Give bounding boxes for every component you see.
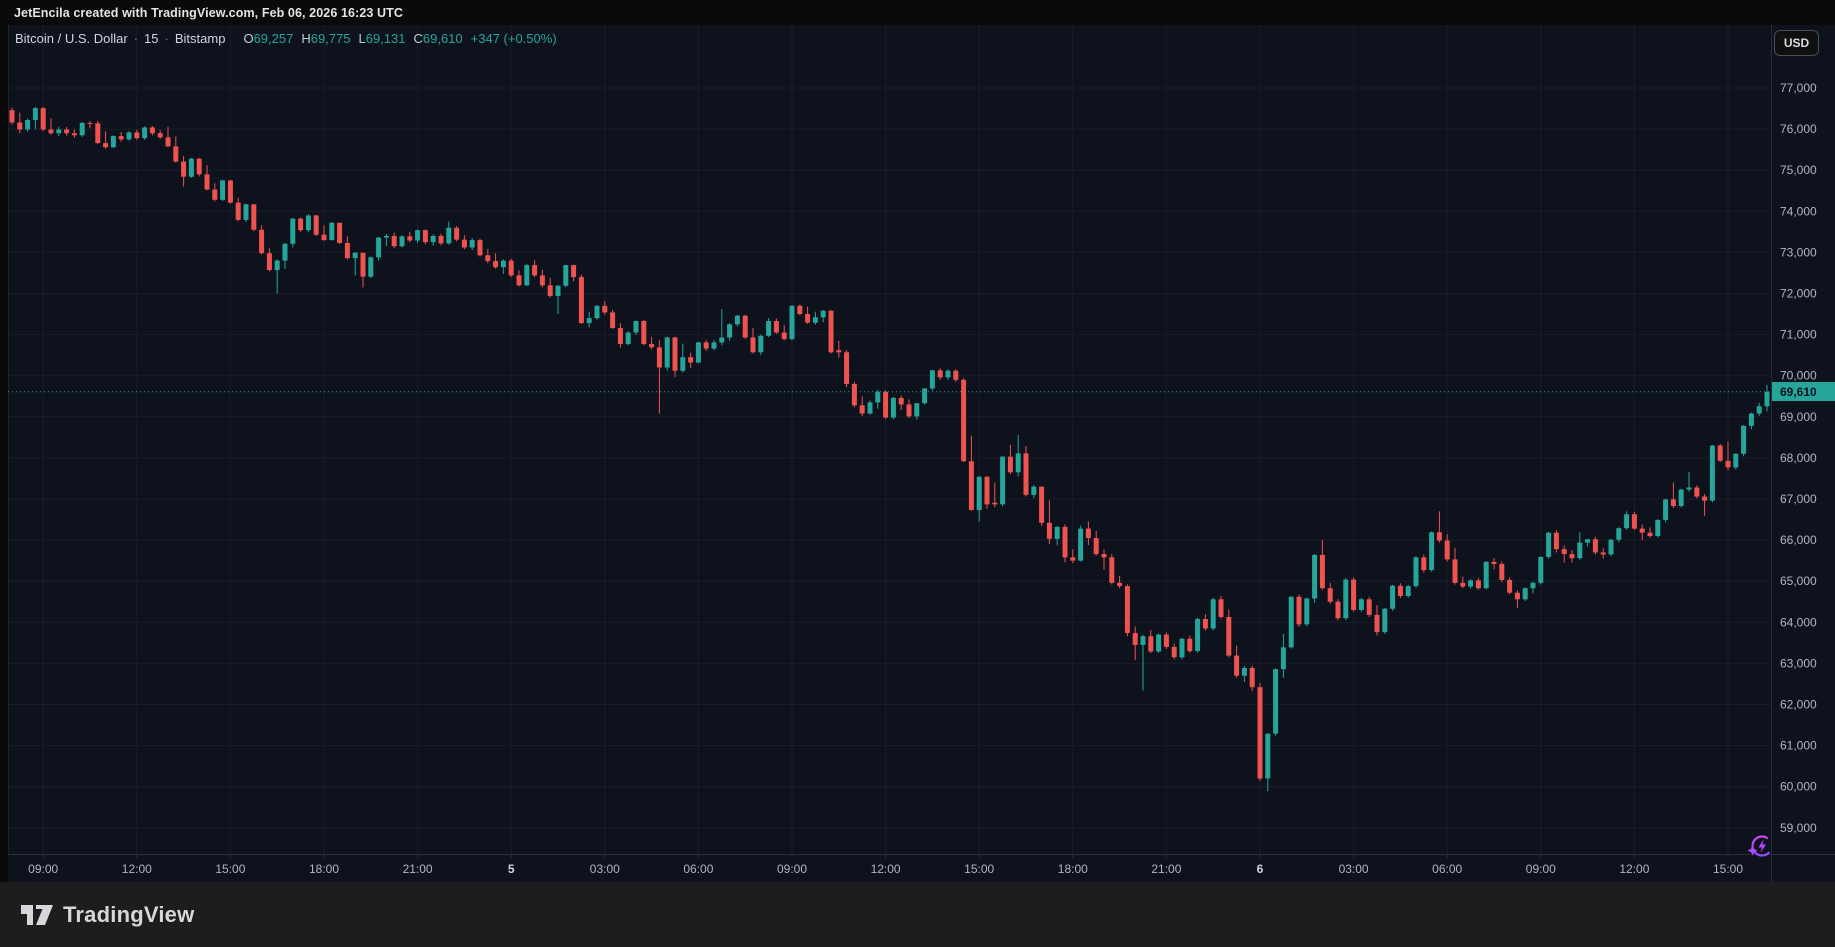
svg-text:06:00: 06:00: [1432, 862, 1462, 876]
close-value: 69,610: [422, 31, 463, 46]
change-value: +347 (+0.50%): [470, 31, 557, 46]
legend-separator: ·: [133, 31, 139, 46]
svg-text:70,000: 70,000: [1780, 369, 1817, 383]
svg-text:15:00: 15:00: [215, 862, 245, 876]
svg-text:60,000: 60,000: [1780, 780, 1817, 794]
svg-text:68,000: 68,000: [1780, 451, 1817, 465]
ohlc-readout: O69,257 H69,775 L69,131 C69,610: [235, 31, 462, 46]
svg-text:21:00: 21:00: [403, 862, 433, 876]
high-value: 69,775: [310, 31, 351, 46]
svg-text:67,000: 67,000: [1780, 492, 1817, 506]
price-scale[interactable]: 77,000 76,000 75,000 74,000 73,000 72,000 71,0…: [1780, 81, 1817, 835]
tradingview-wordmark: TradingView: [63, 901, 195, 927]
svg-text:09:00: 09:00: [28, 862, 58, 876]
chart-pane[interactable]: 77,000 76,000 75,000 74,000 73,000 72,000 71,0…: [8, 25, 1835, 882]
symbol-legend: Bitcoin / U.S. Dollar · 15 · Bitstamp O69,257…: [15, 31, 557, 46]
footer-bar: TradingView: [0, 882, 1835, 947]
tradingview-logo[interactable]: TradingView: [20, 902, 194, 928]
symbol-title[interactable]: Bitcoin / U.S. Dollar: [15, 31, 128, 46]
close-label: C: [413, 31, 423, 46]
svg-text:65,000: 65,000: [1780, 574, 1817, 588]
svg-text:73,000: 73,000: [1780, 245, 1817, 259]
svg-text:71,000: 71,000: [1780, 328, 1817, 342]
tradingview-logo-icon: [21, 904, 53, 925]
svg-text:12:00: 12:00: [871, 862, 901, 876]
candles: [9, 106, 1770, 792]
svg-text:09:00: 09:00: [1526, 862, 1556, 876]
high-label: H: [301, 31, 311, 46]
currency-toggle-button[interactable]: USD: [1774, 30, 1819, 56]
sparkle-lightning-icon[interactable]: [1745, 831, 1777, 863]
interval-value[interactable]: 15: [144, 31, 159, 46]
svg-text:03:00: 03:00: [1339, 862, 1369, 876]
svg-text:75,000: 75,000: [1780, 163, 1817, 177]
exchange-name[interactable]: Bitstamp: [174, 31, 226, 46]
svg-text:09:00: 09:00: [777, 862, 807, 876]
low-label: L: [358, 31, 366, 46]
attribution-text: JetEncila created with TradingView.com, …: [14, 5, 403, 20]
svg-text:18:00: 18:00: [309, 862, 339, 876]
svg-text:61,000: 61,000: [1780, 739, 1817, 753]
svg-text:66,000: 66,000: [1780, 533, 1817, 547]
svg-text:21:00: 21:00: [1151, 862, 1181, 876]
svg-text:76,000: 76,000: [1780, 122, 1817, 136]
open-label: O: [243, 31, 254, 46]
open-value: 69,257: [253, 31, 294, 46]
svg-text:63,000: 63,000: [1780, 656, 1817, 670]
svg-text:03:00: 03:00: [590, 862, 620, 876]
low-value: 69,131: [365, 31, 406, 46]
svg-text:77,000: 77,000: [1780, 81, 1817, 95]
attribution-bar: JetEncila created with TradingView.com, …: [0, 0, 1835, 25]
svg-text:5: 5: [508, 862, 515, 876]
time-scale[interactable]: 09:00 12:00 15:00 18:00 21:00 5 03:00 06:00 09:0…: [28, 854, 1743, 876]
svg-text:62,000: 62,000: [1780, 698, 1817, 712]
svg-text:18:00: 18:00: [1058, 862, 1088, 876]
svg-text:12:00: 12:00: [122, 862, 152, 876]
svg-text:15:00: 15:00: [1713, 862, 1743, 876]
legend-separator: ·: [164, 31, 169, 46]
svg-text:64,000: 64,000: [1780, 615, 1817, 629]
current-price-label: 69,610: [1772, 382, 1835, 402]
svg-text:59,000: 59,000: [1780, 821, 1817, 835]
svg-text:72,000: 72,000: [1780, 287, 1817, 301]
candlestick-plot[interactable]: 77,000 76,000 75,000 74,000 73,000 72,000 71,0…: [8, 25, 1835, 882]
svg-text:74,000: 74,000: [1780, 204, 1817, 218]
svg-text:15:00: 15:00: [964, 862, 994, 876]
svg-text:12:00: 12:00: [1619, 862, 1649, 876]
grid-lines: [8, 25, 1771, 854]
svg-text:69,000: 69,000: [1780, 410, 1817, 424]
svg-text:06:00: 06:00: [683, 862, 713, 876]
svg-text:6: 6: [1257, 862, 1264, 876]
